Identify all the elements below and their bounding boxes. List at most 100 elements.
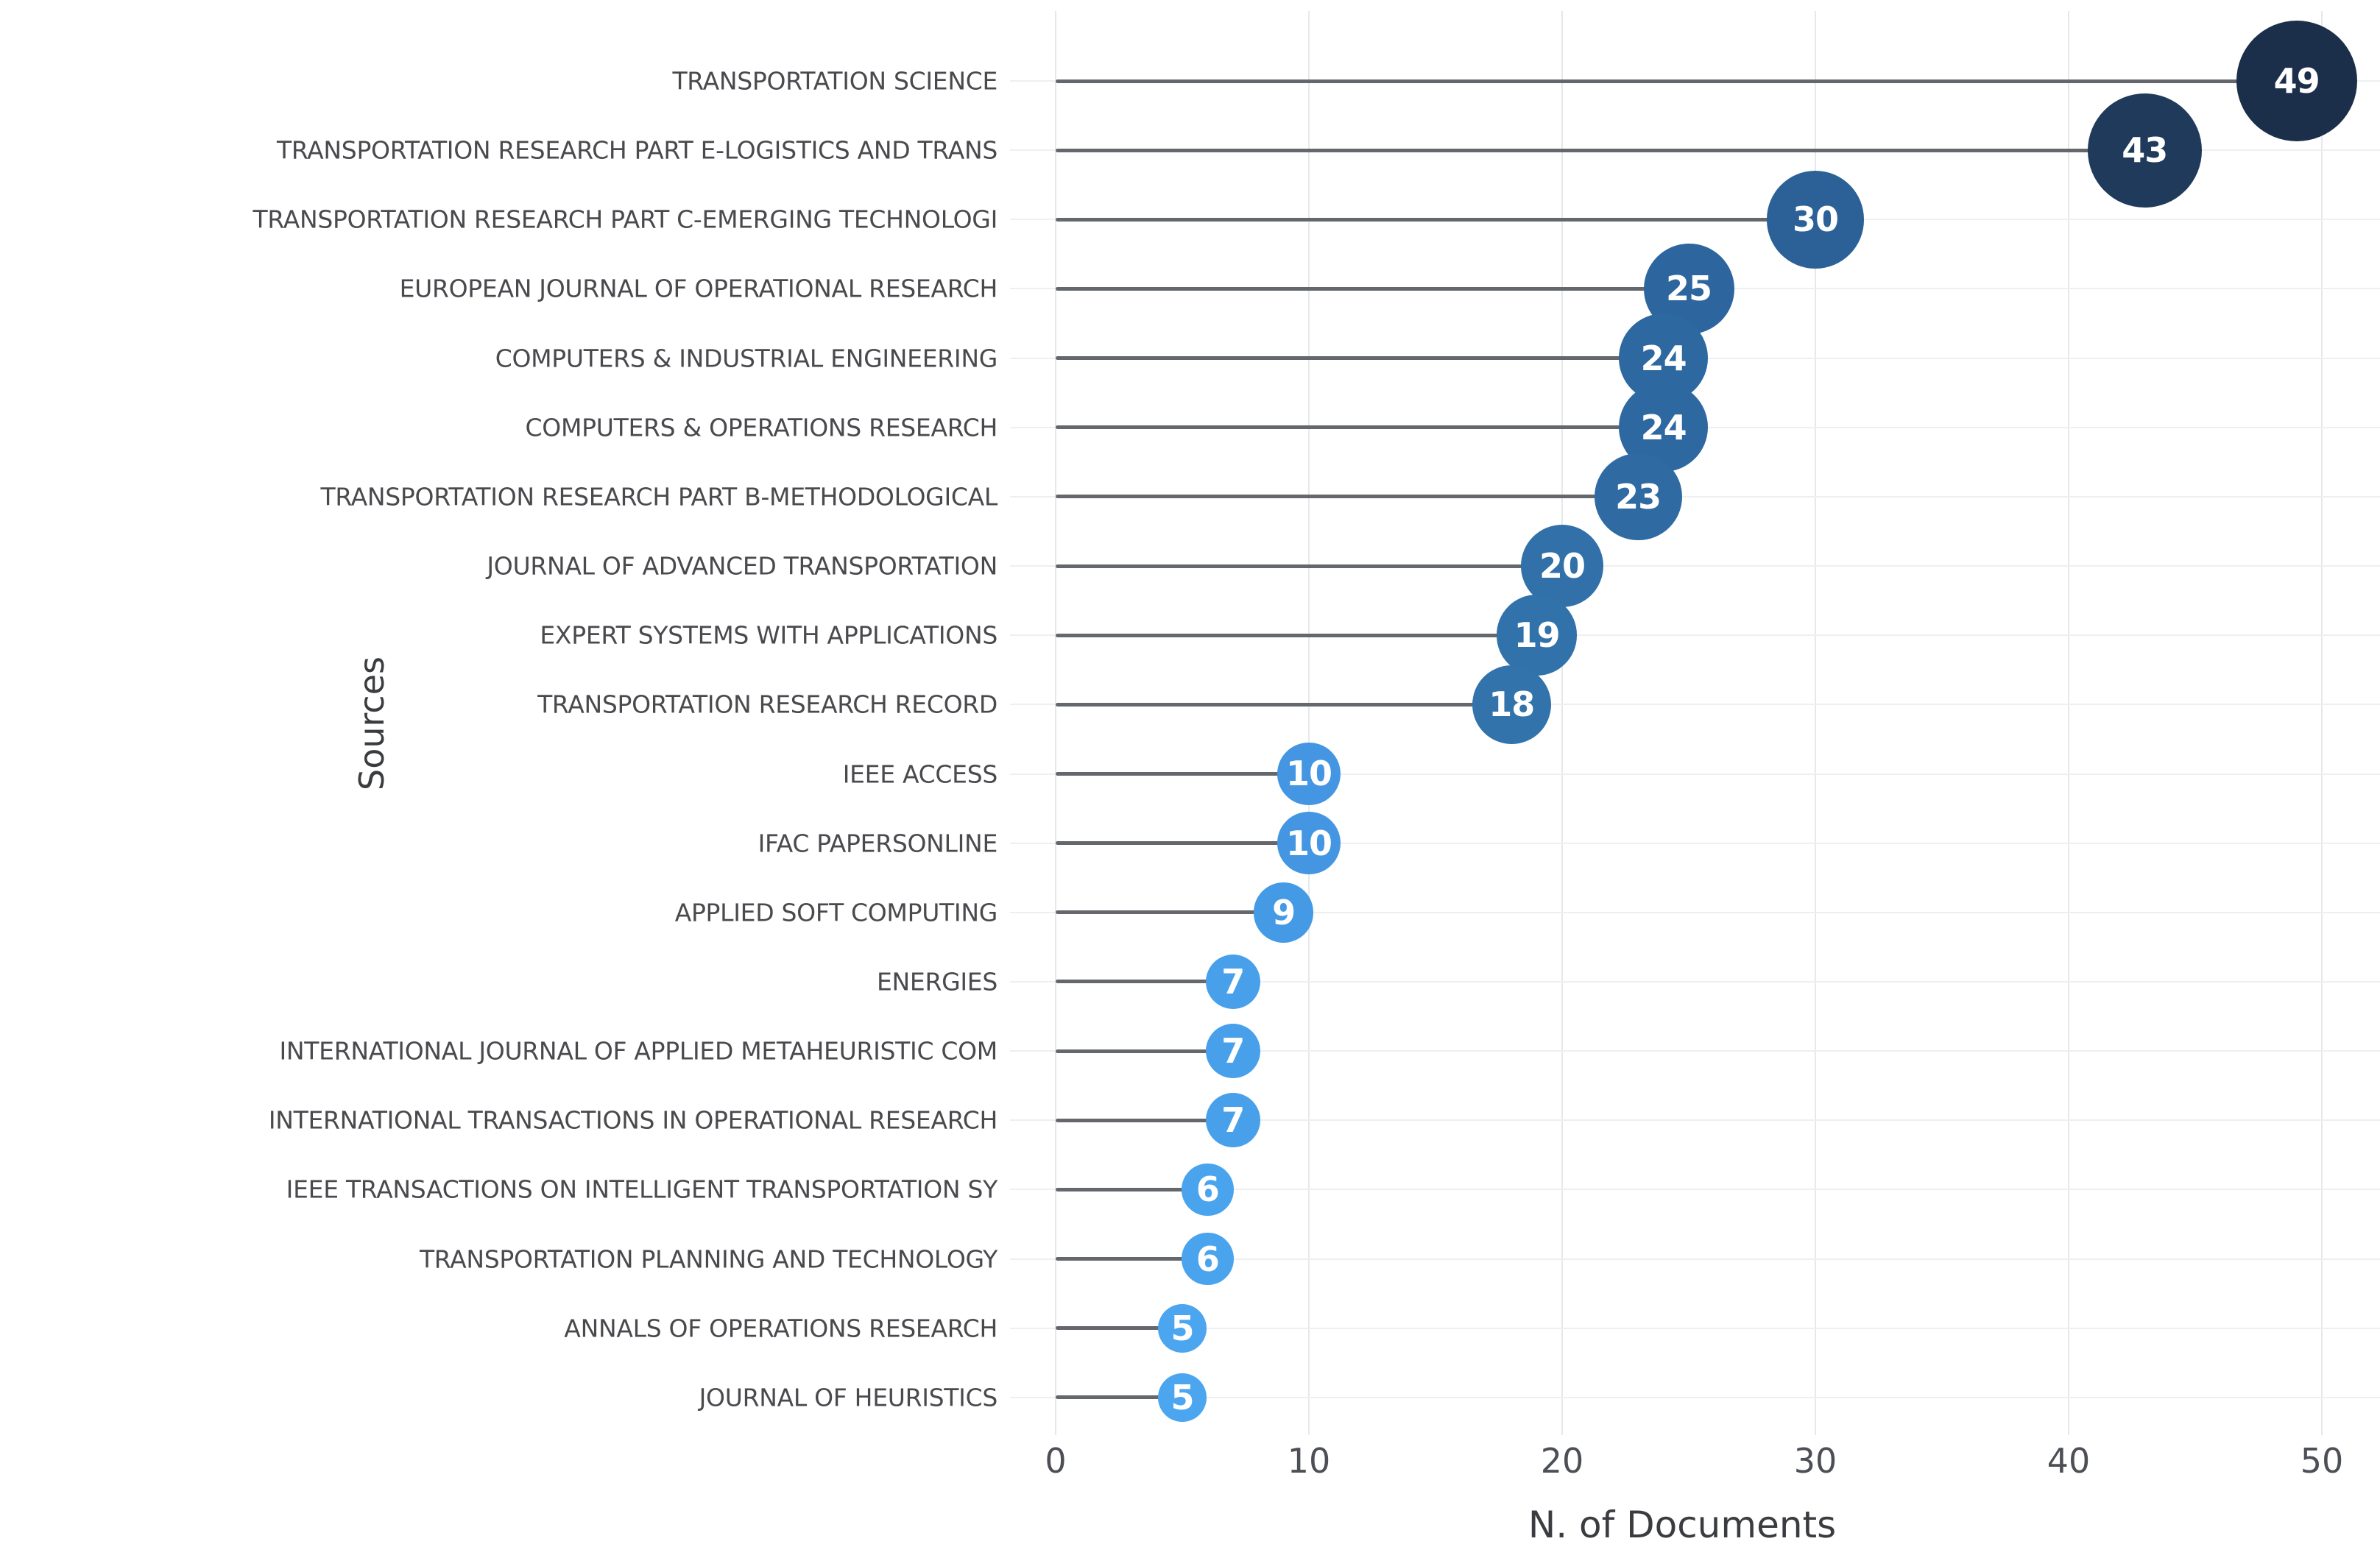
- row-gridline: [1010, 1189, 2380, 1191]
- x-axis-title: N. of Documents: [1528, 1504, 1837, 1546]
- row-gridline: [1010, 773, 2380, 775]
- bubble-value: 5: [1170, 1377, 1194, 1417]
- row-gridline: [1010, 565, 2380, 567]
- y-axis-category-label: TRANSPORTATION RESEARCH PART B-METHODOLO…: [320, 482, 997, 511]
- bubble-value: 9: [1272, 892, 1296, 932]
- y-axis-category-label: ANNALS OF OPERATIONS RESEARCH: [564, 1314, 997, 1343]
- lollipop-stem: [1056, 217, 1815, 222]
- data-bubble: 7: [1205, 1023, 1261, 1079]
- lollipop-stem: [1056, 286, 1689, 291]
- y-axis-title: Sources: [352, 656, 392, 790]
- y-axis-category-label: JOURNAL OF HEURISTICS: [699, 1383, 998, 1412]
- vertical-gridline: [1055, 11, 1056, 1435]
- y-axis-category-label: IEEE TRANSACTIONS ON INTELLIGENT TRANSPO…: [286, 1175, 998, 1204]
- bubble-value: 43: [2122, 130, 2168, 171]
- data-bubble: 43: [2087, 93, 2202, 208]
- data-bubble: 9: [1253, 882, 1314, 943]
- data-bubble: 7: [1205, 954, 1261, 1010]
- lollipop-stem: [1056, 1257, 1208, 1261]
- data-bubble: 10: [1277, 812, 1341, 875]
- data-bubble: 19: [1496, 595, 1578, 676]
- y-axis-category-label: TRANSPORTATION PLANNING AND TECHNOLOGY: [419, 1244, 997, 1274]
- data-bubble: 20: [1520, 524, 1604, 608]
- lollipop-stem: [1056, 772, 1309, 776]
- y-axis-category-label: TRANSPORTATION SCIENCE: [672, 66, 997, 96]
- bubble-value: 5: [1170, 1308, 1194, 1348]
- bubble-value: 7: [1221, 1031, 1245, 1072]
- y-axis-category-label: TRANSPORTATION RESEARCH RECORD: [537, 690, 997, 719]
- bubble-value: 10: [1285, 754, 1332, 794]
- y-axis-category-label: APPLIED SOFT COMPUTING: [674, 898, 998, 927]
- lollipop-stem: [1056, 1326, 1182, 1331]
- y-axis-category-label: TRANSPORTATION RESEARCH PART C-EMERGING …: [253, 205, 998, 234]
- lollipop-stem: [1056, 702, 1512, 707]
- y-axis-category-label: JOURNAL OF ADVANCED TRANSPORTATION: [487, 551, 997, 581]
- x-tick-label: 20: [1540, 1441, 1584, 1481]
- bubble-value: 49: [2273, 60, 2320, 101]
- x-tick-label: 10: [1287, 1441, 1331, 1481]
- data-bubble: 23: [1594, 453, 1682, 541]
- x-tick-label: 0: [1045, 1441, 1067, 1481]
- row-gridline: [1010, 842, 2380, 844]
- bubble-value: 25: [1665, 269, 1712, 309]
- data-bubble: 30: [1766, 170, 1865, 269]
- x-tick-label: 50: [2300, 1441, 2344, 1481]
- bubble-value: 6: [1196, 1169, 1220, 1210]
- vertical-gridline: [1561, 11, 1563, 1435]
- bubble-value: 6: [1196, 1239, 1220, 1279]
- data-bubble: 6: [1182, 1233, 1234, 1285]
- vertical-gridline: [2321, 11, 2323, 1435]
- lollipop-stem: [1056, 79, 2297, 83]
- y-axis-category-label: INTERNATIONAL JOURNAL OF APPLIED METAHEU…: [279, 1036, 997, 1066]
- row-gridline: [1010, 1050, 2380, 1052]
- row-gridline: [1010, 495, 2380, 498]
- lollipop-stem: [1056, 1187, 1208, 1191]
- data-bubble: 5: [1157, 1373, 1207, 1422]
- x-tick-label: 30: [1793, 1441, 1837, 1481]
- lollipop-stem: [1056, 633, 1537, 637]
- row-gridline: [1010, 1258, 2380, 1260]
- data-bubble: 49: [2236, 20, 2357, 142]
- bubble-value: 7: [1221, 961, 1245, 1002]
- lollipop-stem: [1056, 1118, 1233, 1122]
- vertical-gridline: [1815, 11, 1816, 1435]
- y-axis-category-label: INTERNATIONAL TRANSACTIONS IN OPERATIONA…: [268, 1105, 997, 1135]
- lollipop-stem: [1056, 980, 1233, 984]
- row-gridline: [1010, 980, 2380, 982]
- bubble-value: 23: [1615, 476, 1662, 517]
- data-bubble: 5: [1157, 1303, 1207, 1353]
- bubble-value: 19: [1514, 615, 1561, 656]
- y-axis-category-label: IFAC PAPERSONLINE: [758, 829, 998, 858]
- vertical-gridline: [2068, 11, 2069, 1435]
- lollipop-stem: [1056, 356, 1664, 361]
- bubble-value: 30: [1792, 199, 1839, 240]
- bubble-value: 20: [1539, 546, 1586, 587]
- y-axis-category-label: IEEE ACCESS: [842, 759, 998, 788]
- bubble-value: 24: [1640, 338, 1687, 378]
- data-bubble: 10: [1277, 742, 1341, 806]
- lollipop-stem: [1056, 841, 1309, 846]
- y-axis-category-label: ENERGIES: [876, 967, 997, 996]
- lollipop-stem: [1056, 1395, 1182, 1400]
- lollipop-stem: [1056, 910, 1284, 915]
- y-axis-category-label: EUROPEAN JOURNAL OF OPERATIONAL RESEARCH: [399, 274, 998, 303]
- y-axis-category-label: COMPUTERS & INDUSTRIAL ENGINEERING: [495, 344, 998, 373]
- bubble-value: 7: [1221, 1100, 1245, 1141]
- lollipop-stem: [1056, 564, 1562, 568]
- bubble-value: 10: [1285, 823, 1332, 863]
- x-tick-label: 40: [2047, 1441, 2091, 1481]
- lollipop-stem: [1056, 1049, 1233, 1053]
- y-axis-category-label: TRANSPORTATION RESEARCH PART E-LOGISTICS…: [276, 135, 997, 165]
- lollipop-stem: [1056, 148, 2145, 152]
- row-gridline: [1010, 911, 2380, 913]
- vertical-gridline: [1308, 11, 1310, 1435]
- data-bubble: 18: [1472, 665, 1551, 745]
- y-axis-category-label: EXPERT SYSTEMS WITH APPLICATIONS: [540, 620, 997, 650]
- data-bubble: 6: [1182, 1164, 1234, 1216]
- lollipop-stem: [1056, 425, 1664, 430]
- row-gridline: [1010, 634, 2380, 637]
- y-axis-category-label: COMPUTERS & OPERATIONS RESEARCH: [525, 413, 998, 442]
- bubble-value: 18: [1489, 684, 1535, 725]
- row-gridline: [1010, 1396, 2380, 1398]
